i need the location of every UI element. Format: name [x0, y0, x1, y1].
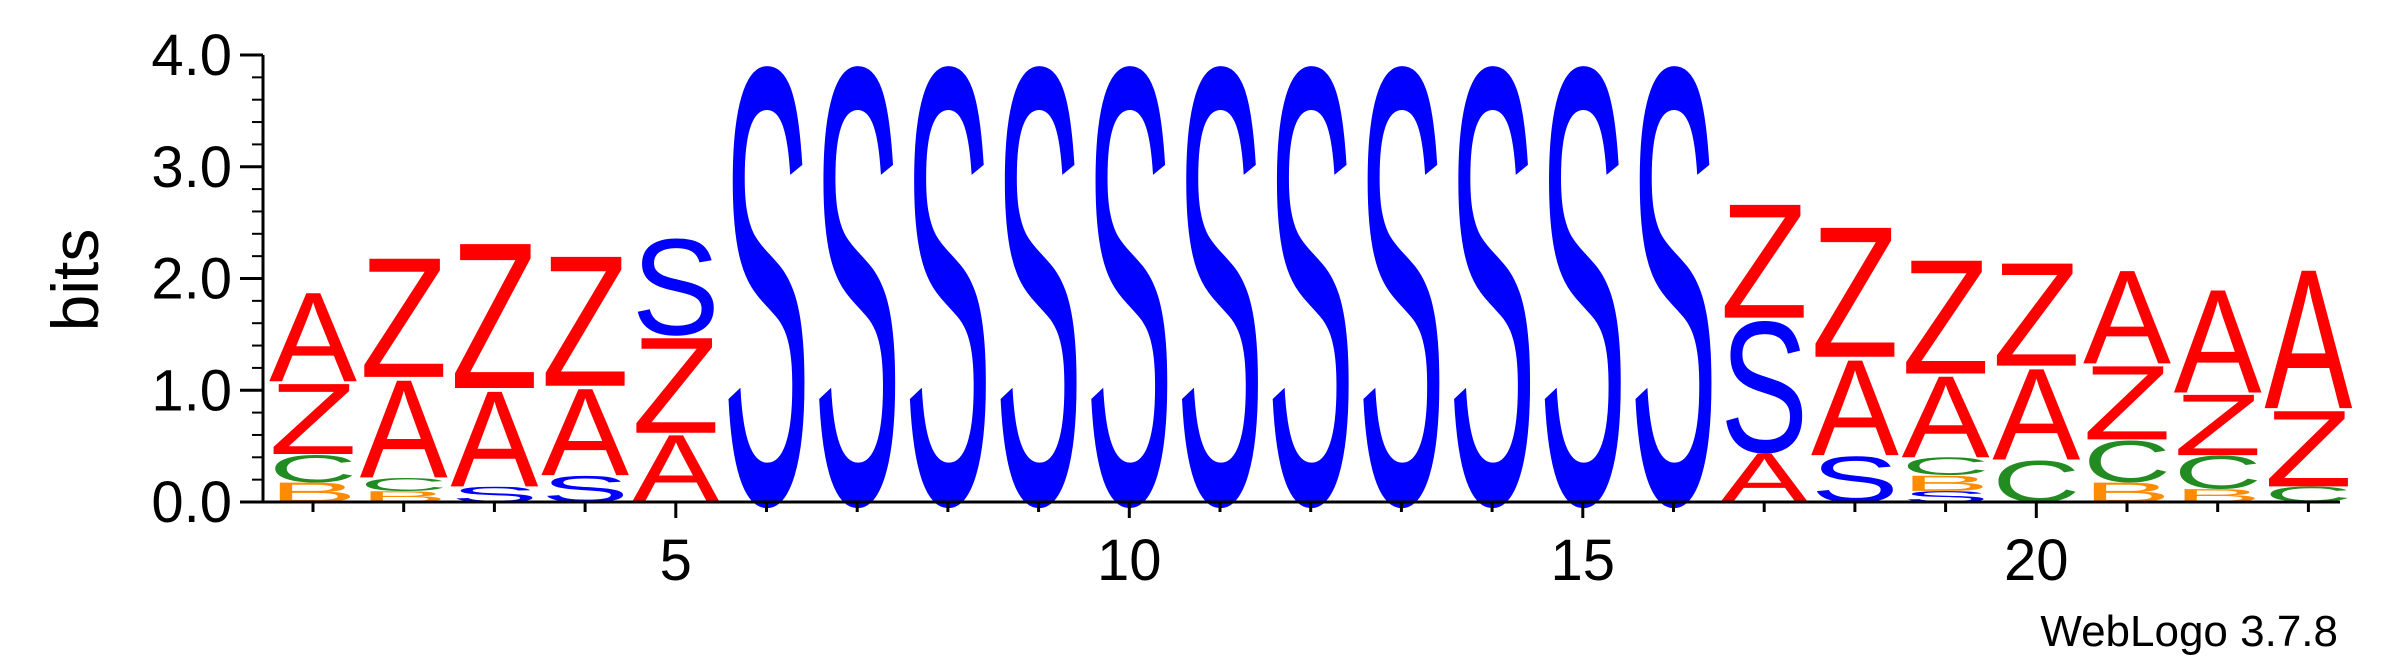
logo-letter-s: S — [995, 0, 1083, 635]
logo-letter-s: S — [1720, 283, 1808, 492]
logo-letter-c: C — [1902, 452, 1990, 480]
logo-letter-a: A — [2083, 243, 2171, 392]
logo-letter-s: S — [1176, 0, 1264, 635]
logo-letter-s: S — [1357, 0, 1445, 635]
logo-letter-a: A — [360, 351, 448, 508]
logo-letter-s: S — [1629, 0, 1717, 635]
logo-letter-a: A — [1811, 331, 1899, 485]
logo-letter-s: S — [632, 210, 720, 364]
logo-letter-a: A — [269, 265, 357, 409]
logo-letter-c: C — [360, 474, 448, 495]
logo-letter-a: A — [1992, 341, 2080, 488]
y-tick-label: 1.0 — [151, 358, 232, 423]
logo-letter-a: A — [541, 363, 629, 502]
y-tick-label: 4.0 — [151, 23, 232, 88]
y-tick-label: 2.0 — [151, 247, 232, 312]
logo-letter-z: Z — [2083, 343, 2171, 462]
logo-letter-s: S — [904, 0, 992, 635]
logo-letter-z: Z — [1720, 169, 1808, 353]
logo-letter-a: A — [2264, 228, 2352, 451]
logo-letter-s: S — [1267, 0, 1355, 635]
logo-letter-b: B — [1902, 471, 1990, 495]
logo-letter-c: C — [2083, 429, 2171, 495]
logo-letter-c: C — [2174, 446, 2262, 499]
x-axis: 5 10 15 20 — [263, 500, 2340, 593]
logo-letter-a: A — [1902, 352, 1990, 482]
y-axis: 0.0 1.0 2.0 3.0 4.0 — [151, 23, 265, 535]
logo-letter-z: Z — [1811, 189, 1899, 398]
logo-letter-s: S — [813, 0, 901, 635]
logo-letter-z: Z — [2174, 377, 2262, 475]
x-tick-label: 20 — [2004, 528, 2069, 593]
logo-letter-s: S — [1539, 0, 1627, 635]
logo-letter-s: S — [722, 0, 810, 635]
logo-letter-z: Z — [269, 363, 357, 476]
logo-letter-z: Z — [2264, 388, 2352, 510]
logo-letter-z: Z — [541, 218, 629, 427]
x-tick-label: 5 — [660, 528, 692, 593]
y-tick-label: 0.0 — [151, 470, 232, 535]
logo-letter-a: A — [2174, 258, 2262, 424]
logo-letter-z: Z — [632, 309, 720, 462]
logo-letter-z: Z — [1992, 232, 2080, 397]
x-tick-label: 15 — [1551, 528, 1616, 593]
logo-letter-s: S — [1448, 0, 1536, 635]
x-tick-label: 10 — [1097, 528, 1162, 593]
logo-letter-z: Z — [360, 222, 448, 414]
logo-letter-z: Z — [450, 199, 538, 433]
y-tick-label: 3.0 — [151, 135, 232, 200]
logo-letter-z: Z — [1902, 225, 1990, 409]
logo-letter-c: C — [269, 447, 357, 491]
weblogo-footer: WebLogo 3.7.8 — [2040, 607, 2338, 656]
logo-letter-a: A — [450, 362, 538, 516]
logo-letter-s: S — [1085, 0, 1173, 635]
y-axis-label: bits — [38, 229, 112, 332]
